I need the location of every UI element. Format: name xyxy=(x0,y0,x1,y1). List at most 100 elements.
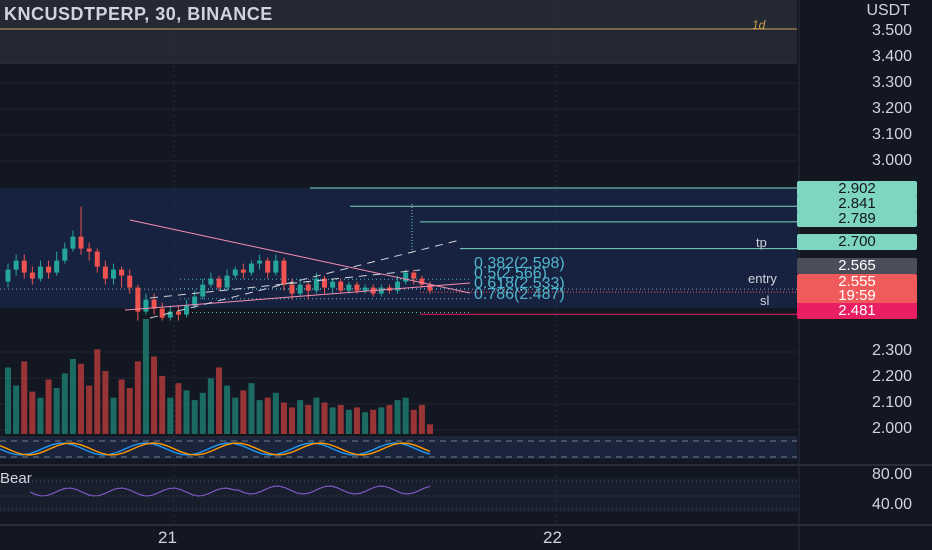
candle-body xyxy=(411,272,417,279)
price-tick: 3.300 xyxy=(871,74,912,91)
candle-body xyxy=(427,284,433,291)
candle-body xyxy=(151,299,157,309)
volume-bar xyxy=(240,390,247,434)
volume-bar xyxy=(86,385,93,434)
volume-bar xyxy=(402,397,409,434)
countdown-badge: 19:59 xyxy=(797,288,917,304)
candle-body xyxy=(297,284,303,294)
indicator-label: Bear xyxy=(0,470,32,487)
volume-bar xyxy=(313,397,320,434)
candle-body xyxy=(167,311,173,318)
volume-bar xyxy=(110,397,117,434)
volume-bar xyxy=(37,397,44,434)
price-tick: 2.200 xyxy=(871,368,912,385)
volume-bar xyxy=(5,367,11,434)
price-tick: 3.200 xyxy=(871,100,912,117)
osc-tick: 40.00 xyxy=(871,496,912,513)
candle-body xyxy=(78,236,84,249)
candle-body xyxy=(257,260,263,264)
volume-bar xyxy=(410,409,417,434)
volume-bar xyxy=(45,379,52,434)
volume-bar xyxy=(78,363,85,434)
volume-bar xyxy=(94,349,101,434)
timeframe-tag: 1d xyxy=(752,18,766,32)
candle-body xyxy=(102,266,108,279)
candle-body xyxy=(37,266,43,279)
candle-body xyxy=(192,296,198,306)
volume-bar xyxy=(199,392,206,434)
volume-bar xyxy=(53,388,60,434)
volume-bar xyxy=(207,378,214,434)
candle-body xyxy=(127,275,133,288)
sl-price-badge: 2.481 xyxy=(797,303,917,319)
current-price-badge: 2.565 xyxy=(797,258,917,274)
volume-bar xyxy=(256,400,263,434)
fib-label: 0.5(2.566) xyxy=(474,265,547,282)
candle-body xyxy=(338,281,344,291)
volume-bar xyxy=(191,400,198,434)
volume-bar xyxy=(394,400,401,434)
currency-label: USDT xyxy=(866,2,910,19)
volume-bar xyxy=(216,367,222,434)
volume-bar xyxy=(61,373,68,434)
candle-body xyxy=(5,269,11,282)
volume-bar xyxy=(167,397,174,434)
candle-body xyxy=(135,287,141,312)
volume-bar xyxy=(151,356,158,434)
volume-bar xyxy=(378,407,385,434)
sl-label: sl xyxy=(760,293,770,308)
candle-body xyxy=(354,284,360,291)
volume-bar xyxy=(118,379,125,434)
candle-body xyxy=(403,272,409,282)
candle-body xyxy=(216,278,222,288)
price-tick: 3.000 xyxy=(871,152,912,169)
fib-label: 0.618(2.533) xyxy=(474,275,565,292)
candle-body xyxy=(21,260,27,273)
volume-bar xyxy=(386,404,393,434)
entry-label: entry xyxy=(748,271,777,286)
fib-label: 0.382(2.598) xyxy=(474,255,565,272)
candle-body xyxy=(86,248,92,252)
triangle-lower xyxy=(124,282,471,311)
volume-bar xyxy=(21,361,28,434)
candle-body xyxy=(224,275,230,288)
volume-bar xyxy=(353,407,360,434)
time-tick: 21 xyxy=(158,528,177,547)
volume-bar xyxy=(272,392,279,434)
volume-bar xyxy=(134,361,141,434)
tp2-price-badge: 2.841 xyxy=(797,196,917,212)
volume-bar xyxy=(305,404,312,434)
candle-body xyxy=(159,308,165,318)
candle-body xyxy=(305,284,311,291)
candle-body xyxy=(232,269,238,276)
candle-body xyxy=(62,248,68,261)
candle-body xyxy=(265,260,271,273)
volume-bar xyxy=(337,404,344,434)
volume-bar xyxy=(289,407,296,434)
last-price-badge: 2.555 xyxy=(797,274,917,290)
candle-body xyxy=(94,251,100,267)
stoch-d-line xyxy=(0,442,431,456)
volume-bar xyxy=(142,319,149,434)
candle-body xyxy=(362,287,368,291)
header-band xyxy=(0,0,797,64)
candle-body xyxy=(330,281,336,288)
candle-body xyxy=(240,269,246,273)
candle-body xyxy=(419,278,425,285)
stoch-band xyxy=(0,437,797,459)
price-tick: 2.000 xyxy=(871,420,912,437)
candle-body xyxy=(281,260,287,285)
volume-bar xyxy=(224,385,231,434)
volume-bar xyxy=(418,404,425,434)
price-tick: 3.400 xyxy=(871,48,912,65)
candle-body xyxy=(70,236,76,249)
candle-body xyxy=(289,284,295,294)
volume-bar xyxy=(370,409,377,434)
price-tick: 3.500 xyxy=(871,22,912,39)
volume-bar xyxy=(362,412,369,434)
candle-body xyxy=(29,272,35,279)
symbol-title[interactable]: KNCUSDTPERP, 30, BINANCE xyxy=(4,4,273,24)
volume-bar xyxy=(321,402,328,434)
volume-bar xyxy=(427,424,433,434)
